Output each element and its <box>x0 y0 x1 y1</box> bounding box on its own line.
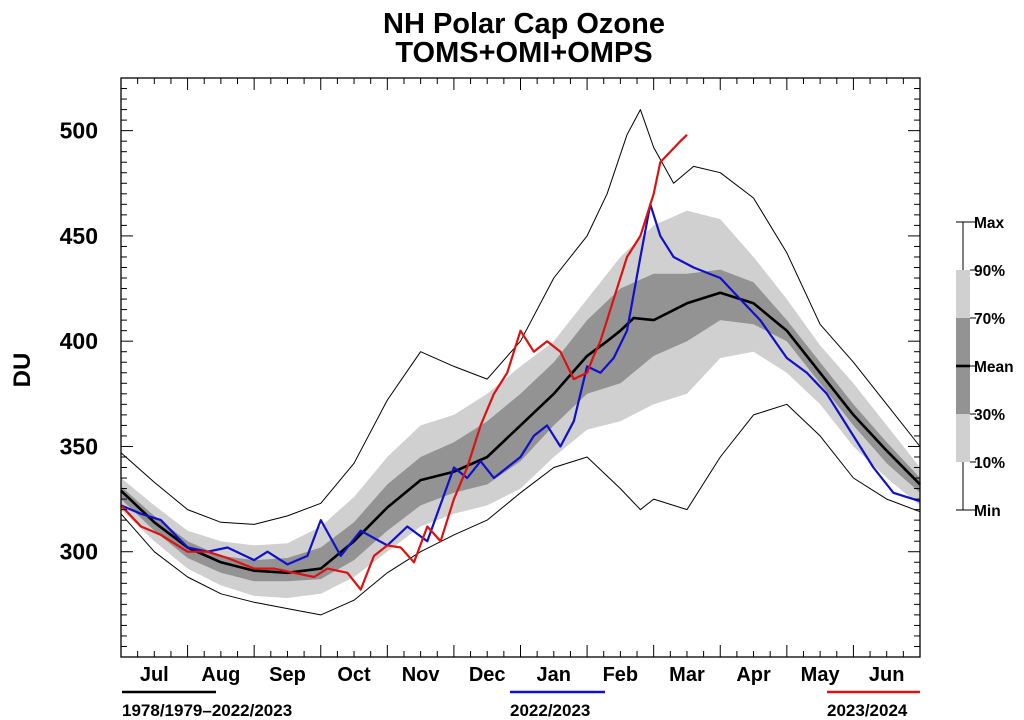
series-line-2023-2024 <box>120 134 688 591</box>
legend-curr-label: 2023/2024 <box>827 701 908 720</box>
legend-climatology-label: 1978/1979–2022/2023 <box>122 701 292 720</box>
legend-label: 30% <box>974 407 1005 424</box>
y-tick-label: 400 <box>60 328 98 354</box>
x-tick-label: Feb <box>603 664 639 686</box>
y-tick-label: 500 <box>60 118 98 144</box>
x-tick-label: Nov <box>402 664 441 686</box>
legend-prev-label: 2022/2023 <box>510 701 590 720</box>
chart-subtitle: TOMS+OMI+OMPS <box>395 37 652 69</box>
legend-outer-band-top <box>956 270 970 318</box>
x-tick-label: Jul <box>140 664 169 686</box>
x-tick-label: Dec <box>469 664 506 686</box>
legend-label: Max <box>974 215 1005 232</box>
x-tick-label: Jan <box>537 664 571 686</box>
series-lines <box>120 109 921 616</box>
x-tick-label: Sep <box>269 664 306 686</box>
series-line-2022-2023 <box>120 203 921 566</box>
bottom-legend: 1978/1979–2022/2023 2022/2023 2023/2024 <box>122 690 920 720</box>
legend-label: Mean <box>974 359 1014 376</box>
legend-label: Min <box>974 503 1001 520</box>
x-tick-label: Oct <box>337 664 371 686</box>
x-tick-label: Mar <box>669 664 705 686</box>
band-legend: Max 90% 70% Mean 30% 10% Min <box>956 215 1014 520</box>
mean-line <box>120 291 921 575</box>
chart-title: NH Polar Cap Ozone <box>383 8 665 40</box>
y-axis-label: DU <box>9 353 36 388</box>
x-tick-label: Apr <box>736 664 771 686</box>
axes <box>120 77 921 658</box>
y-tick-label: 350 <box>60 433 98 459</box>
min-line <box>120 403 921 616</box>
legend-label: 70% <box>974 311 1005 328</box>
max-line <box>120 109 921 525</box>
percentile-bands <box>121 210 920 598</box>
x-tick-label: Aug <box>201 664 240 686</box>
legend-outer-band-bottom <box>956 414 970 462</box>
legend-label: 10% <box>974 455 1005 472</box>
x-tick-label: Jun <box>869 664 905 686</box>
y-tick-label: 300 <box>60 539 98 565</box>
x-tick-label: May <box>801 664 841 686</box>
y-tick-label: 450 <box>60 223 98 249</box>
tick-labels: 300 350 400 450 500 Jul Aug Sep Oct Nov Dec Jan Feb M… <box>60 118 905 686</box>
legend-label: 90% <box>974 263 1005 280</box>
